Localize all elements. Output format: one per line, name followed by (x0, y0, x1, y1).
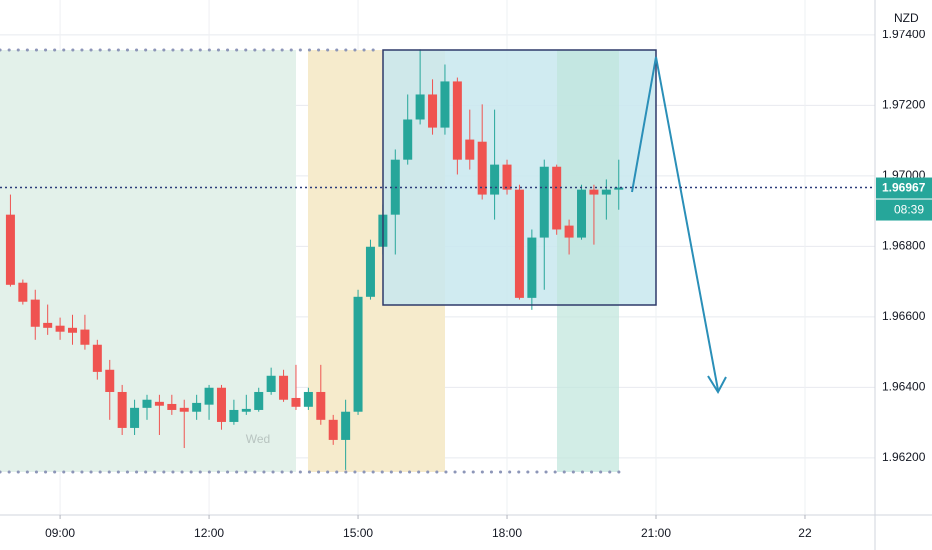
candle-body (142, 399, 152, 408)
y-tick-label: 1.96400 (882, 380, 926, 394)
candle-body (279, 375, 289, 400)
y-tick-label: 1.96600 (882, 309, 926, 323)
currency-label: NZD (894, 11, 919, 25)
y-tick-label: 1.97400 (882, 27, 926, 41)
countdown-label: 08:39 (894, 203, 924, 217)
countdown-tag (876, 199, 932, 221)
candle-body (601, 189, 611, 195)
x-tick-label: 22 (798, 526, 812, 540)
candle-body (403, 119, 413, 160)
candle-body (564, 225, 574, 238)
candle-body (154, 401, 164, 406)
candle-body (241, 408, 251, 412)
candle-body (18, 282, 28, 302)
projection-arrow (631, 56, 719, 391)
session-zone (0, 50, 296, 472)
candle-body (291, 397, 301, 407)
candle-body (68, 327, 78, 333)
candle-body (452, 81, 462, 160)
candle-body (105, 369, 115, 392)
candle-body (440, 81, 450, 128)
candle-body (229, 409, 239, 422)
candle-body (477, 141, 487, 195)
candle-body (490, 164, 500, 195)
candle-body (303, 391, 313, 407)
candle-body (328, 419, 338, 440)
candle-body (527, 237, 537, 298)
candle-body (552, 166, 562, 230)
candle-body (179, 407, 189, 412)
candle-body (117, 391, 127, 428)
candle-body (341, 411, 351, 440)
candle-body (589, 189, 599, 195)
session-zone (557, 50, 619, 472)
last-price-label: 1.96967 (882, 181, 926, 195)
range-box-border (382, 49, 657, 306)
x-tick-label: 18:00 (492, 526, 522, 540)
candle-body (365, 246, 375, 297)
candle-body (30, 299, 40, 327)
candle-body (415, 94, 425, 120)
x-tick-label: 09:00 (45, 526, 75, 540)
candle-body (216, 387, 226, 422)
candle-body (204, 387, 214, 405)
day-watermark: Wed (246, 432, 270, 446)
axes: 1.962001.964001.966001.968001.970001.972… (0, 8, 932, 540)
candle-body (266, 375, 276, 392)
candle-body (5, 214, 15, 285)
candle-body (167, 403, 177, 410)
candle-body (428, 94, 438, 128)
candle-body (502, 164, 512, 190)
x-tick-label: 12:00 (194, 526, 224, 540)
y-tick-label: 1.96200 (882, 450, 926, 464)
candle-body (92, 344, 102, 372)
candle-body (465, 139, 475, 160)
last-price-tag (876, 177, 932, 199)
candle-body (316, 391, 326, 420)
candle-body (577, 189, 587, 238)
y-tick-label: 1.96800 (882, 239, 926, 253)
candle-body (539, 166, 549, 238)
currency-bg (880, 8, 930, 30)
x-tick-label: 21:00 (641, 526, 671, 540)
candle-body (614, 187, 624, 190)
candle-body (353, 296, 363, 412)
x-tick-label: 15:00 (343, 526, 373, 540)
y-tick-label: 1.97200 (882, 98, 926, 112)
candle-body (254, 391, 264, 410)
candle-body (130, 407, 140, 428)
candle-body (80, 329, 90, 345)
arrow-head (707, 375, 727, 394)
candle-body (55, 325, 65, 332)
candle-body (43, 322, 53, 328)
candle-body (192, 402, 202, 412)
candle-body (514, 189, 524, 298)
